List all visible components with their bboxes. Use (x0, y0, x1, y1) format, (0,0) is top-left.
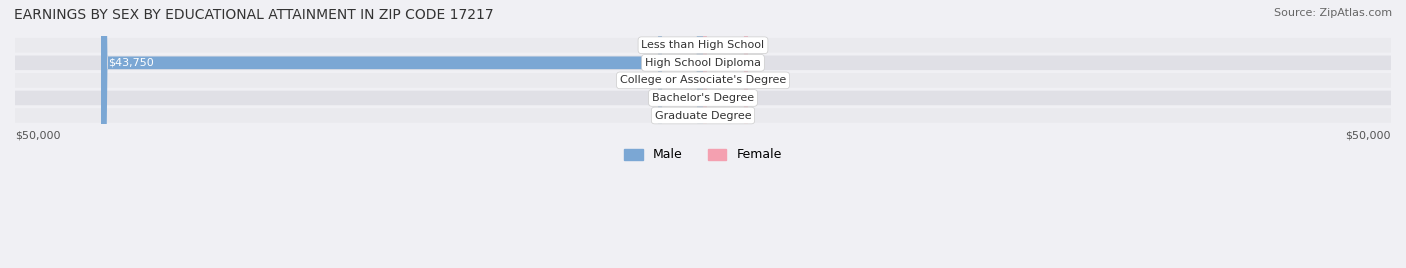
Text: $0: $0 (672, 75, 686, 85)
FancyBboxPatch shape (658, 0, 703, 268)
Text: $0: $0 (720, 40, 734, 50)
FancyBboxPatch shape (703, 0, 748, 268)
Text: $0: $0 (672, 93, 686, 103)
Text: Source: ZipAtlas.com: Source: ZipAtlas.com (1274, 8, 1392, 18)
Text: Less than High School: Less than High School (641, 40, 765, 50)
FancyBboxPatch shape (15, 108, 1391, 123)
FancyBboxPatch shape (658, 0, 703, 268)
Text: $0: $0 (720, 58, 734, 68)
Text: High School Diploma: High School Diploma (645, 58, 761, 68)
FancyBboxPatch shape (703, 0, 748, 268)
FancyBboxPatch shape (15, 91, 1391, 105)
FancyBboxPatch shape (658, 0, 703, 268)
Text: Graduate Degree: Graduate Degree (655, 110, 751, 121)
Text: $0: $0 (720, 93, 734, 103)
FancyBboxPatch shape (15, 55, 1391, 70)
FancyBboxPatch shape (15, 73, 1391, 88)
Text: Bachelor's Degree: Bachelor's Degree (652, 93, 754, 103)
FancyBboxPatch shape (703, 0, 748, 268)
FancyBboxPatch shape (101, 0, 703, 268)
Text: $43,750: $43,750 (108, 58, 153, 68)
FancyBboxPatch shape (658, 0, 703, 268)
FancyBboxPatch shape (703, 0, 748, 268)
Text: $50,000: $50,000 (15, 131, 60, 140)
Text: $0: $0 (720, 110, 734, 121)
Text: $50,000: $50,000 (1346, 131, 1391, 140)
Text: College or Associate's Degree: College or Associate's Degree (620, 75, 786, 85)
Text: $0: $0 (720, 75, 734, 85)
Text: EARNINGS BY SEX BY EDUCATIONAL ATTAINMENT IN ZIP CODE 17217: EARNINGS BY SEX BY EDUCATIONAL ATTAINMEN… (14, 8, 494, 22)
FancyBboxPatch shape (15, 38, 1391, 53)
Legend: Male, Female: Male, Female (619, 143, 787, 166)
FancyBboxPatch shape (703, 0, 748, 268)
Text: $0: $0 (672, 110, 686, 121)
Text: $0: $0 (672, 40, 686, 50)
